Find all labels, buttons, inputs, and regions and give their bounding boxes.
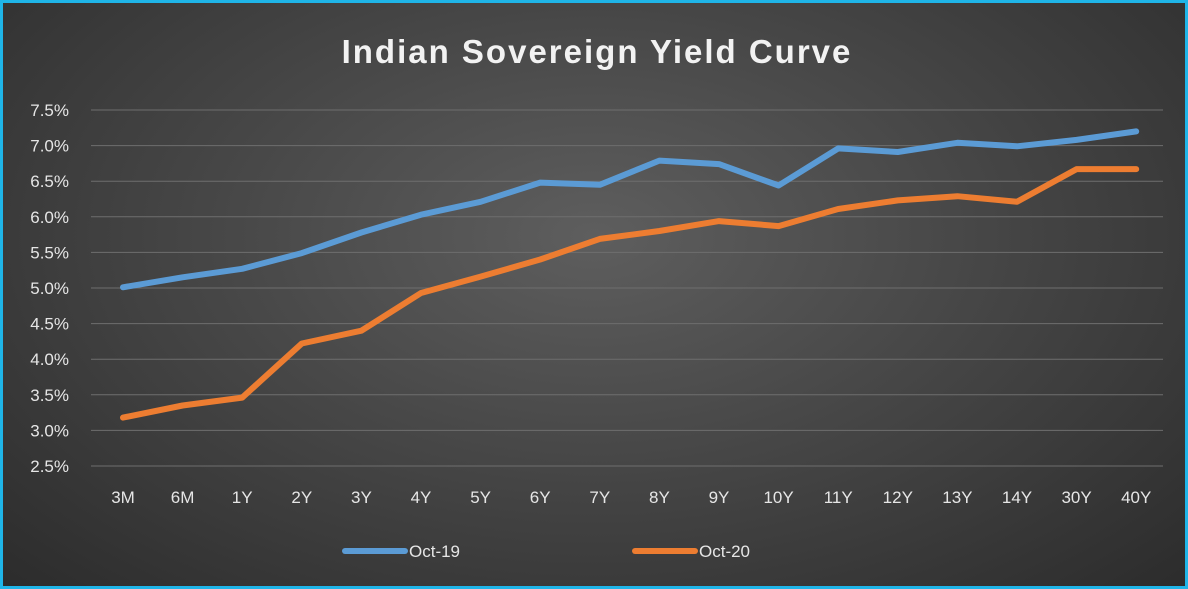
y-tick-label: 4.5% [30,315,69,334]
x-tick-label: 5Y [470,488,491,507]
x-tick-label: 10Y [763,488,793,507]
x-tick-label: 13Y [942,488,972,507]
x-tick-label: 11Y [824,488,853,507]
x-tick-label: 9Y [709,488,730,507]
y-tick-label: 6.5% [30,172,69,191]
y-tick-label: 5.0% [30,279,69,298]
y-tick-label: 3.5% [30,386,69,405]
x-tick-label: 14Y [1002,488,1032,507]
x-axis: 3M 6M 1Y 2Y 3Y 4Y 5Y 6Y 7Y 8Y 9Y 10Y 11Y 12Y 13Y 14Y 30Y… [111,488,1151,507]
x-tick-label: 6M [171,488,195,507]
legend-label: Oct-19 [409,542,460,561]
gridlines [91,109,1163,467]
series-line-oct-19 [120,128,1140,291]
yield-curve-chart: Indian Sovereign Yield Curve 2.5% 3.0% 3.5… [30,33,1163,561]
series-lines [120,128,1140,421]
legend-label: Oct-20 [699,542,750,561]
y-tick-label: 6.0% [30,208,69,227]
y-tick-label: 7.0% [30,137,69,156]
y-tick-label: 7.5% [30,101,69,120]
x-tick-label: 30Y [1061,488,1091,507]
y-tick-label: 2.5% [30,457,69,476]
x-tick-label: 8Y [649,488,670,507]
y-tick-label: 5.5% [30,243,69,262]
x-tick-label: 12Y [883,488,913,507]
y-tick-label: 4.0% [30,350,69,369]
chart-title: Indian Sovereign Yield Curve [342,33,853,70]
legend: Oct-19 Oct-20 [342,542,750,561]
x-tick-label: 40Y [1121,488,1151,507]
series-line-oct-20 [120,166,1140,421]
y-axis: 2.5% 3.0% 3.5% 4.0% 4.5% 5.0% 5.5% 6.0% 6.5% 7.0%… [30,101,69,476]
x-tick-label: 6Y [530,488,551,507]
x-tick-label: 7Y [589,488,610,507]
y-tick-label: 3.0% [30,421,69,440]
x-tick-label: 4Y [411,488,432,507]
x-tick-label: 3M [111,488,135,507]
x-tick-label: 2Y [291,488,312,507]
x-tick-label: 3Y [351,488,372,507]
x-tick-label: 1Y [232,488,253,507]
